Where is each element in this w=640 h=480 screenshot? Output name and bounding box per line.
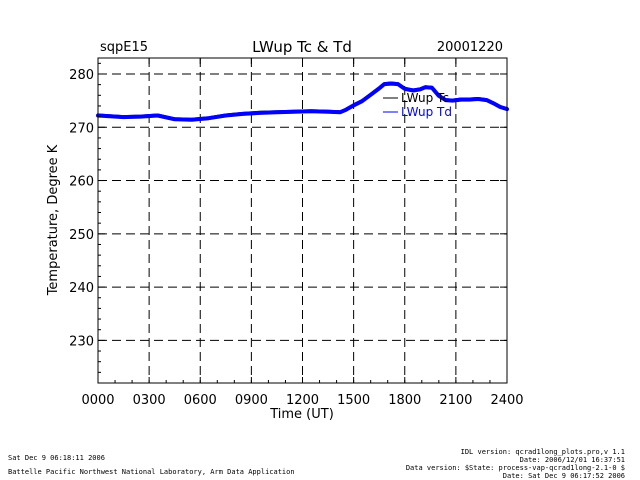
footer-data-date: Date: Sat Dec 9 06:17:52 2006 [502, 472, 625, 480]
x-tick-label: 0300 [133, 393, 166, 408]
y-tick-label: 240 [69, 281, 94, 296]
axes: 0000 0300 0600 0900 1200 1500 1800 2100 2400 230 2… [69, 57, 524, 408]
footer-timestamp: Sat Dec 9 06:18:11 2006 [8, 454, 105, 462]
y-tick-label: 260 [69, 175, 94, 190]
x-tick-label: 0600 [184, 393, 217, 408]
footer-lab: Battelle Pacific Northwest National Labo… [8, 468, 295, 476]
x-tick-label: 0900 [235, 393, 268, 408]
x-tick-label: 1800 [388, 393, 421, 408]
y-tick-label: 280 [69, 68, 94, 83]
footer-idl-date: Date: 2006/12/01 16:37:51 [519, 456, 625, 464]
y-tick-label: 250 [69, 228, 94, 243]
site-label: sqpE15 [100, 40, 148, 55]
legend-entry: LWup Tc [401, 91, 449, 105]
x-tick-label: 2400 [490, 393, 523, 408]
y-tick-label: 270 [69, 121, 94, 136]
x-tick-label: 0000 [81, 393, 114, 408]
series-layer [96, 81, 509, 122]
y-tick-label: 230 [69, 334, 94, 349]
date-label: 20001220 [437, 40, 503, 55]
x-tick-label: 1500 [337, 393, 370, 408]
footer-data-version: Data version: $State: process-vap-qcrad1… [405, 464, 625, 472]
x-axis-label: Time (UT) [269, 407, 334, 422]
legend-entry: LWup Td [401, 105, 452, 119]
chart-title: LWup Tc & Td [252, 38, 352, 56]
series-line-lwup-td [96, 81, 509, 122]
footer-idl-version: IDL version: qcrad1long_plots.pro,v 1.1 [460, 448, 625, 456]
y-axis-label: Temperature, Degree K [46, 144, 61, 296]
x-tick-label: 2100 [439, 393, 472, 408]
x-tick-label: 1200 [286, 393, 319, 408]
grid-lines [98, 58, 507, 383]
